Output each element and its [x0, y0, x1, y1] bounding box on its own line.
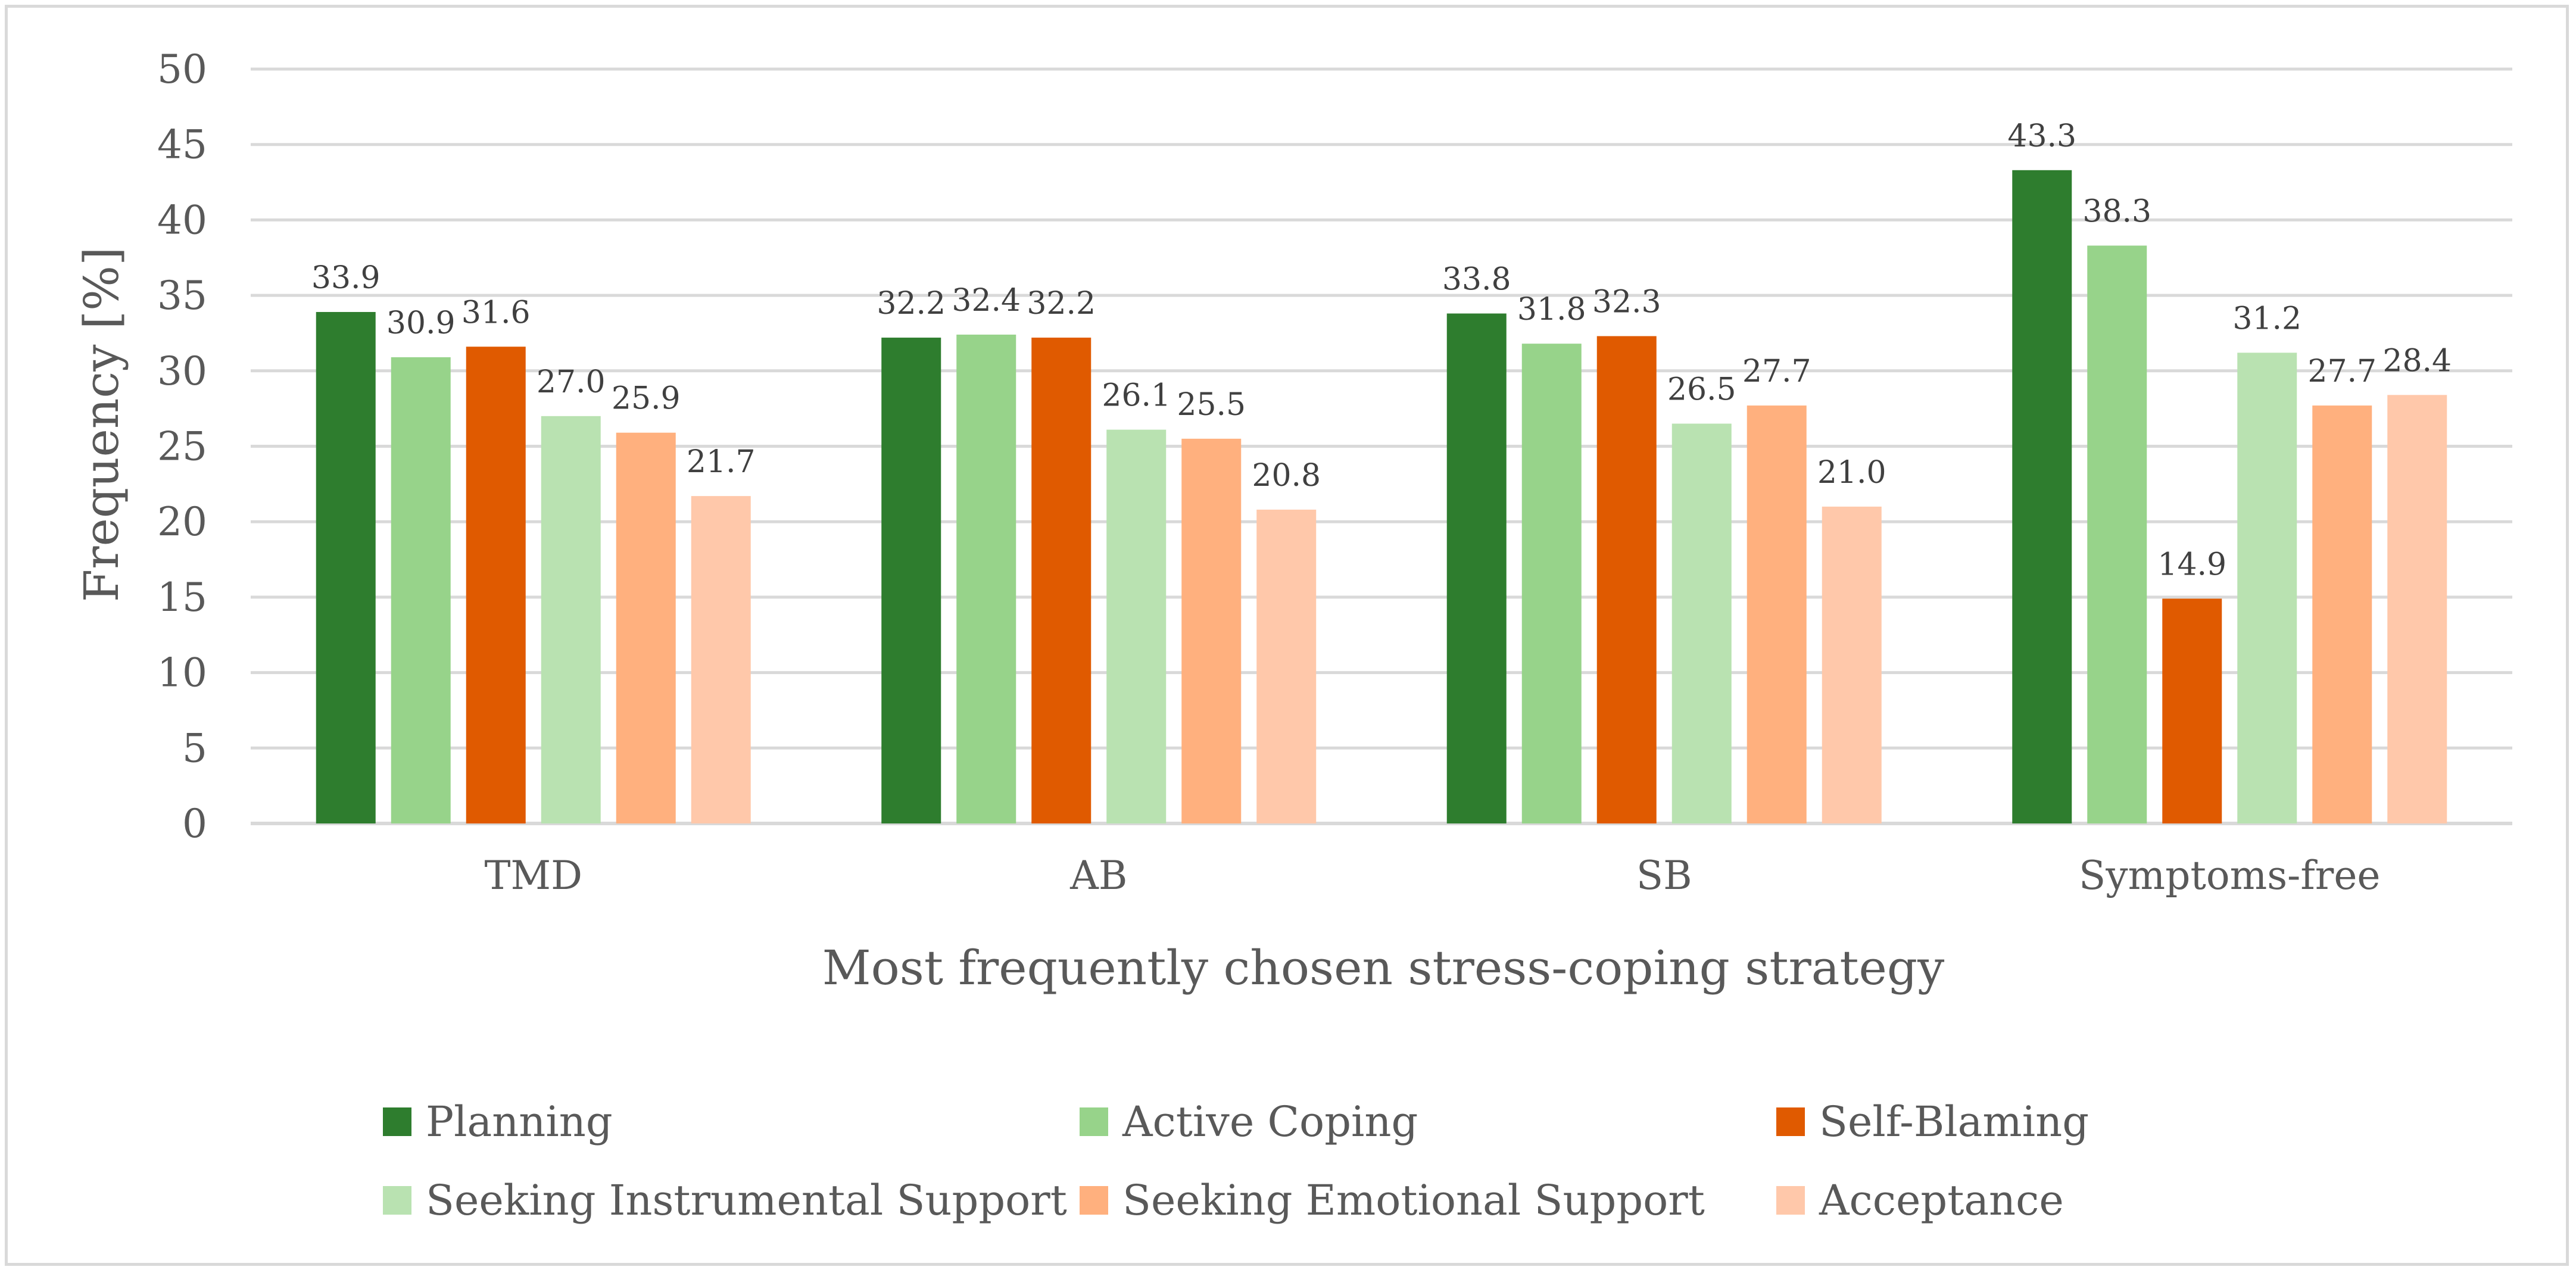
- x-axis-ticks: TMD AB SB Symptoms-free: [484, 853, 2380, 898]
- legend-item: Seeking Instrumental Support: [383, 1173, 1080, 1228]
- y-axis-title: Frequency [%]: [74, 247, 129, 603]
- bar: [541, 416, 601, 823]
- data-labels: 33.930.9 31.627.0 25.921.7 32.2 32.4 32.2 26.1…: [311, 118, 2452, 583]
- y-tick-label: 20: [157, 499, 207, 545]
- x-tick-label: Symptoms-free: [2079, 853, 2380, 898]
- data-label: 26.1: [1102, 378, 1171, 414]
- chart-frame: 0 5 10 15 20 25 30 35 40 45 50 33.9 30.9 31.6 27.0 25.…: [5, 5, 2569, 1266]
- bar: [2012, 170, 2072, 823]
- legend-label: Seeking Instrumental Support: [426, 1176, 1067, 1225]
- data-label: 31.2: [2232, 301, 2301, 336]
- bar: [881, 338, 941, 823]
- bar: [1031, 338, 1091, 823]
- data-label: 33.9: [311, 260, 381, 296]
- data-label: 28.4: [2382, 343, 2452, 379]
- data-label: 27.7: [1742, 354, 1811, 389]
- x-axis-title: Most frequently chosen stress-coping str…: [822, 940, 1945, 996]
- bar: [1596, 336, 1657, 823]
- legend-item: Self-Blaming: [1776, 1094, 2348, 1149]
- legend-label: Self-Blaming: [1819, 1097, 2090, 1146]
- bar: [1822, 506, 1882, 823]
- y-axis-ticks: 0 5 10 15 20 25 30 35 40 45 50: [157, 46, 207, 847]
- x-tick-label: TMD: [484, 853, 582, 898]
- data-label: 25.5: [1177, 387, 1246, 423]
- legend-label: Acceptance: [1819, 1176, 2064, 1225]
- legend-swatch: [1776, 1107, 1805, 1136]
- data-label: 32.4: [952, 283, 1021, 319]
- data-label: 14.9: [2157, 547, 2226, 582]
- y-tick-label: 40: [157, 197, 207, 243]
- data-label: 26.5: [1667, 372, 1736, 407]
- bar: [316, 311, 376, 823]
- bar: [1521, 344, 1582, 823]
- bar: [466, 347, 526, 823]
- bar: [2087, 245, 2147, 823]
- data-label: 31.8: [1517, 292, 1586, 327]
- legend-swatch: [1080, 1186, 1108, 1215]
- bar: [1256, 509, 1317, 823]
- bar: [1181, 438, 1242, 823]
- data-label: 43.3: [2007, 118, 2076, 154]
- legend-label: Seeking Emotional Support: [1122, 1176, 1705, 1225]
- y-tick-label: 45: [157, 122, 207, 168]
- y-tick-label: 30: [157, 348, 207, 394]
- data-label: 32.2: [1027, 286, 1096, 322]
- legend-item: Planning: [383, 1094, 1080, 1149]
- data-label: 32.2: [877, 286, 946, 322]
- y-tick-label: 35: [157, 273, 207, 319]
- legend-item: Seeking Emotional Support: [1080, 1173, 1776, 1228]
- data-label: 27.7: [2307, 354, 2377, 389]
- y-tick-label: 25: [157, 424, 207, 470]
- bar: [391, 357, 451, 823]
- bars: [316, 170, 2447, 823]
- bar: [1671, 423, 1732, 823]
- legend-item: Acceptance: [1776, 1173, 2348, 1228]
- bar: [1446, 313, 1507, 823]
- legend-label: Active Coping: [1122, 1097, 1418, 1146]
- bar: [1106, 429, 1167, 823]
- legend: Planning Active Coping Self-Blaming Seeking…: [383, 1094, 2348, 1228]
- bar: [2387, 395, 2447, 823]
- x-tick-label: SB: [1636, 853, 1692, 898]
- y-tick-label: 5: [182, 725, 207, 771]
- data-label: 27.0: [537, 364, 606, 400]
- x-tick-label: AB: [1069, 853, 1127, 898]
- legend-swatch: [383, 1186, 411, 1215]
- bar: [1747, 405, 1807, 823]
- data-label: 20.8: [1252, 458, 1321, 494]
- bar: [2312, 405, 2372, 823]
- legend-swatch: [1080, 1107, 1108, 1136]
- legend-swatch: [1776, 1186, 1805, 1215]
- legend-label: Planning: [426, 1097, 613, 1146]
- data-label: 30.9: [386, 305, 456, 341]
- y-tick-label: 15: [157, 575, 207, 620]
- data-label: 38.3: [2082, 194, 2151, 229]
- bar: [956, 334, 1016, 823]
- bar: [2237, 352, 2297, 823]
- legend-item: Active Coping: [1080, 1094, 1776, 1149]
- data-label: 21.0: [1817, 455, 1886, 491]
- data-label: 31.6: [461, 295, 531, 330]
- legend-swatch: [383, 1107, 411, 1136]
- data-label: 21.7: [687, 444, 756, 480]
- bar: [616, 432, 676, 823]
- bar: [2162, 598, 2222, 823]
- data-label: 32.3: [1592, 285, 1661, 320]
- y-tick-label: 0: [182, 801, 207, 847]
- data-label: 33.8: [1442, 262, 1511, 298]
- data-label: 25.9: [612, 381, 681, 417]
- bar: [691, 496, 751, 823]
- y-tick-label: 10: [157, 650, 207, 696]
- y-tick-label: 50: [157, 46, 207, 92]
